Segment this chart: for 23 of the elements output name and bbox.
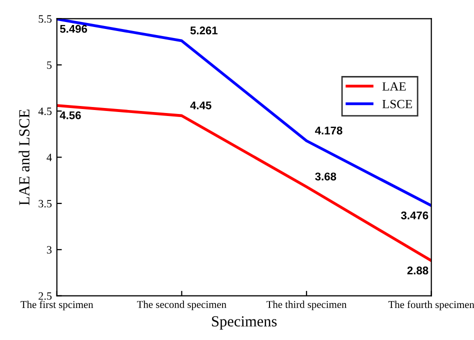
data-label: 3.476 <box>401 212 428 220</box>
y-axis-title: LAE and LSCE <box>18 110 30 206</box>
data-label: 3.68 <box>315 172 336 180</box>
x-axis-title: Specimens <box>212 316 277 330</box>
data-label: 5.496 <box>60 24 88 33</box>
y-tick-label: 2.5 <box>38 292 52 300</box>
legend-label: LSCE <box>382 100 412 108</box>
x-tick-label: The second specimen <box>137 300 226 310</box>
y-tick-label: 3.5 <box>38 200 52 208</box>
y-tick-label: 5.5 <box>38 15 52 23</box>
x-tick-label: The first spcimen <box>20 300 94 310</box>
data-label: 4.56 <box>60 111 81 120</box>
data-label: 2.88 <box>407 266 428 274</box>
data-label: 4.45 <box>190 102 212 110</box>
y-tick-label: 5 <box>47 61 52 69</box>
y-tick-label: 4 <box>46 154 52 162</box>
data-label: 4.178 <box>315 126 342 134</box>
legend-label: LAE <box>382 82 406 90</box>
x-tick-label: The third specimen <box>266 300 347 310</box>
data-label: 5.261 <box>190 26 218 34</box>
y-tick-label: 4.5 <box>38 108 52 116</box>
x-tick-label: The fourth specimen <box>388 300 474 310</box>
y-tick-label: 3 <box>46 246 52 254</box>
